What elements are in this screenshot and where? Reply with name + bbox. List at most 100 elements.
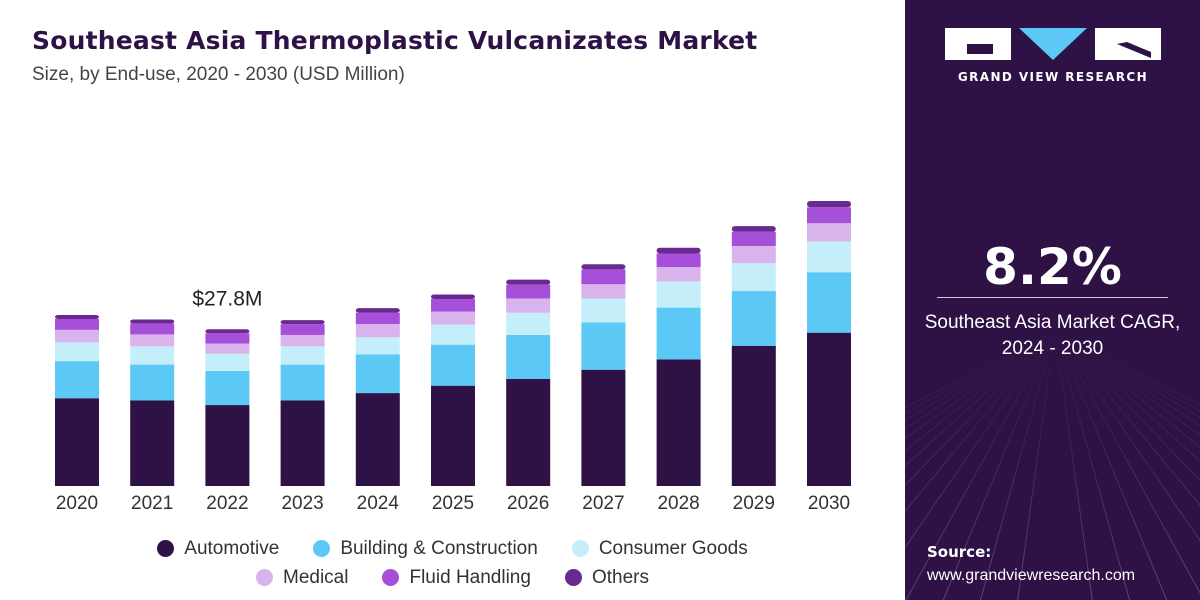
bar-segment <box>731 291 776 346</box>
chart-panel: Southeast Asia Thermoplastic Vulcanizate… <box>0 26 905 592</box>
bar-segment <box>280 364 325 401</box>
bar-segment <box>656 359 701 486</box>
bar-segment <box>355 312 400 325</box>
bar-segment <box>205 329 250 334</box>
bar-stack-2027 <box>581 264 626 486</box>
cagr-label: Southeast Asia Market CAGR, 2024 - 2030 <box>905 310 1200 362</box>
bar-segment <box>731 263 776 292</box>
chart-subtitle: Size, by End-use, 2020 - 2030 (USD Milli… <box>32 64 405 85</box>
decorative-grid-graphic <box>905 329 1200 600</box>
legend-label: Building & Construction <box>340 537 538 559</box>
x-tick-label: 2030 <box>808 493 850 514</box>
bar-segment <box>506 312 551 335</box>
bar-segment <box>506 298 551 313</box>
bar-segment <box>205 370 250 406</box>
data-label: $27.8M <box>192 287 262 310</box>
divider <box>937 297 1168 298</box>
bar-segment <box>205 333 250 344</box>
bar-segment <box>656 247 701 254</box>
bar-segment <box>130 319 175 324</box>
bar-segment <box>55 398 99 486</box>
legend-swatch <box>571 540 589 557</box>
bar-segment <box>431 294 475 300</box>
bar-stack-2022 <box>205 329 250 486</box>
bar-segment <box>55 315 99 319</box>
bar-segment <box>130 346 175 365</box>
bar-segment <box>280 346 325 365</box>
legend-swatch <box>382 569 400 586</box>
bar-segment <box>506 334 551 379</box>
cagr-label-line2: 2024 - 2030 <box>1001 338 1104 359</box>
legend-item: Fluid Handling <box>382 567 531 589</box>
bar-segment <box>431 311 475 325</box>
bar-segment <box>581 284 626 299</box>
legend-swatch <box>564 569 582 586</box>
bar-segment <box>355 337 400 355</box>
bar-segment <box>731 246 776 264</box>
bar-stack-2023 <box>280 320 325 486</box>
legend-item: Others <box>564 566 649 589</box>
bar-segment <box>581 264 626 270</box>
stacked-bar-chart: 2020 2021 2022 $27.8M 2023 2024 2025 2026 2027 20… <box>55 201 851 514</box>
source-link[interactable]: www.grandviewresearch.com <box>927 567 1136 584</box>
legend-item: Consumer Goods <box>571 537 748 560</box>
legend-item: Automotive <box>157 538 279 560</box>
cagr-label-line1: Southeast Asia Market CAGR, <box>924 312 1181 333</box>
bar-segment <box>581 269 626 285</box>
bar-segment <box>506 284 551 299</box>
bar-segment <box>731 345 776 486</box>
x-tick-label: 2025 <box>432 493 474 514</box>
legend-label: Consumer Goods <box>598 537 748 559</box>
legend-label: Medical <box>283 566 349 588</box>
bar-segment <box>130 364 175 401</box>
bar-segment <box>55 318 99 330</box>
bar-segment <box>807 223 851 242</box>
sidebar-panel: GRAND VIEW RESEARCH 8.2% Southeast Asia … <box>905 0 1200 600</box>
bar-segment <box>355 308 400 313</box>
bar-stack-2028 <box>656 247 701 486</box>
x-tick-label: 2024 <box>357 493 400 514</box>
bar-stack-2021 <box>130 319 175 486</box>
bar-segment <box>581 369 626 486</box>
bar-segment <box>355 324 400 338</box>
bar-segment <box>731 226 776 232</box>
legend-label: Others <box>591 566 649 588</box>
x-tick-label: 2023 <box>281 493 323 514</box>
bar-segment <box>506 279 551 285</box>
bar-segment <box>130 334 175 347</box>
source-label: Source: <box>927 543 992 561</box>
bar-segment <box>130 400 175 486</box>
bar-segment <box>656 281 701 308</box>
legend-row: Medical Fluid Handling Others <box>0 563 905 592</box>
bar-segment <box>355 393 400 486</box>
bar-segment <box>656 307 701 360</box>
cagr-value: 8.2% <box>983 238 1122 296</box>
bar-segment <box>280 334 325 347</box>
bar-segment <box>807 201 851 208</box>
bar-segment <box>55 329 99 343</box>
bar-segment <box>506 378 551 486</box>
bar-stack-2024 <box>355 308 400 486</box>
bar-stack-2026 <box>506 279 551 486</box>
bar-segment <box>581 322 626 370</box>
x-tick-label: 2020 <box>56 493 98 514</box>
legend-item: Building & Construction <box>313 538 538 560</box>
legend-swatch <box>157 540 175 557</box>
bar-segment <box>205 353 250 371</box>
bar-segment <box>807 332 851 486</box>
bar-segment <box>807 207 851 224</box>
bar-segment <box>431 385 475 486</box>
bar-stack-2025 <box>431 294 475 486</box>
bar-segment <box>807 272 851 333</box>
legend-swatch <box>313 540 331 557</box>
bar-segment <box>656 267 701 282</box>
x-tick-label: 2022 <box>206 493 248 514</box>
grand-view-research-logo <box>945 28 1161 60</box>
legend-row: Automotive Building & Construction Consume… <box>0 534 905 563</box>
bar-segment <box>280 320 325 325</box>
legend-swatch <box>256 569 273 586</box>
legend-label: Automotive <box>184 537 280 559</box>
bar-segment <box>280 400 325 486</box>
bar-stack-2030 <box>807 201 851 486</box>
